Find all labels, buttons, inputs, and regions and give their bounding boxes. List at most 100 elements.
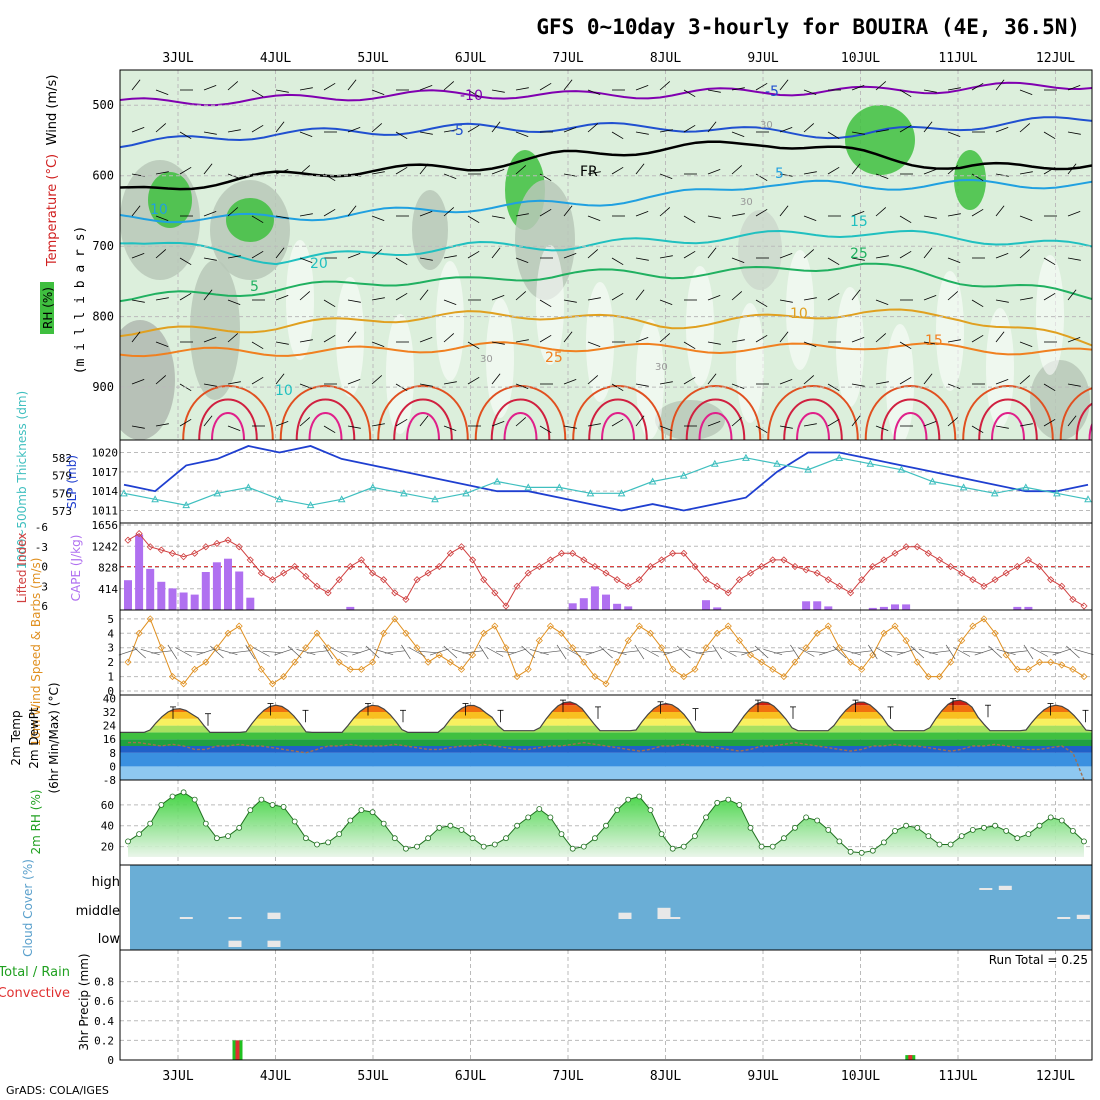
thickness-tick: 579 <box>52 470 72 483</box>
wind-barb <box>395 131 408 140</box>
top-day-label: 4JUL <box>260 51 291 66</box>
cape-bar <box>157 581 166 610</box>
wind-speed-point <box>735 636 743 645</box>
wind-barb <box>275 89 289 93</box>
surface-wind-barb <box>564 647 582 657</box>
rh-point <box>692 833 698 839</box>
rh-point <box>547 814 554 821</box>
rh-point <box>925 833 932 839</box>
surface-wind-barb <box>685 648 705 656</box>
rh-point <box>580 843 587 850</box>
surface-wind-barb <box>996 648 1016 656</box>
li-point <box>858 576 866 584</box>
precip-tick: 0.6 <box>94 995 114 1008</box>
cape-bar <box>246 597 255 610</box>
warm-contour <box>572 385 664 440</box>
li-tick: 6 <box>41 600 48 613</box>
li-point <box>402 595 410 603</box>
wind-barb <box>395 418 408 427</box>
wind-barb <box>683 215 696 224</box>
li-point <box>168 549 177 557</box>
li-point <box>1047 576 1055 584</box>
warm-contour <box>864 385 957 440</box>
wind-barb <box>323 82 336 91</box>
surface-wind-barb <box>729 650 750 654</box>
wind-barb <box>299 339 313 343</box>
wind-speed-point <box>935 673 944 681</box>
wind-barb <box>875 173 889 179</box>
surface-wind-barb <box>573 650 594 654</box>
warm-contour <box>588 398 648 440</box>
isotherm-line <box>120 308 1092 347</box>
wind-barb <box>155 375 167 385</box>
rh-point <box>414 843 420 850</box>
wind-barb <box>611 166 624 175</box>
rh-dry-patch <box>1036 255 1064 375</box>
thickness-point <box>306 501 315 509</box>
wind-speed-point <box>913 658 921 666</box>
wind-barb <box>1067 131 1081 135</box>
wind-speed-point <box>168 673 177 681</box>
wind-barb <box>731 417 743 427</box>
wind-barb <box>587 297 601 301</box>
rh-point <box>1047 814 1054 821</box>
surface-wind-barb <box>262 650 283 654</box>
top-day-label: 11JUL <box>938 51 977 66</box>
surface-wind-barb <box>352 648 371 656</box>
surface-wind-barb <box>140 648 160 656</box>
li-tick: -6 <box>35 521 48 534</box>
panel-bg <box>120 950 1092 1060</box>
li-point <box>624 582 632 590</box>
rh-point <box>514 822 520 829</box>
rh-point <box>191 796 198 803</box>
surface-wind-barb <box>663 648 683 656</box>
thickness-point <box>400 489 408 497</box>
wind-barb <box>827 166 840 175</box>
top-day-label: 10JUL <box>841 51 880 66</box>
warm-contour <box>685 398 746 440</box>
precip-tick: 0.4 <box>94 1015 114 1028</box>
wind-barb <box>491 89 505 93</box>
rh-point <box>1025 831 1032 837</box>
wind-barb <box>779 79 789 91</box>
run-total: Run Total = 0.25 <box>989 953 1088 967</box>
rh-shading <box>120 79 1092 440</box>
li-point <box>491 589 499 597</box>
wind-barb <box>203 163 213 175</box>
surface-wind-barb <box>754 645 769 659</box>
wind-barb <box>155 123 167 133</box>
wind-barb <box>971 173 984 182</box>
pressure-tick: 700 <box>92 239 114 253</box>
wind-barb <box>827 383 840 392</box>
thickness-point <box>928 477 937 485</box>
surface-wind-barb <box>452 648 471 656</box>
warm-contour <box>1088 422 1092 440</box>
rh-point <box>803 814 809 821</box>
surface-wind-barb <box>1007 650 1028 654</box>
rh-point <box>592 835 598 842</box>
wind-barb <box>947 417 959 427</box>
wind-barb <box>1067 337 1081 343</box>
li-point <box>947 562 955 571</box>
cloud-bar <box>667 917 681 919</box>
wind-speed-point <box>535 636 543 645</box>
li-point <box>469 556 477 564</box>
cape-bar <box>568 603 577 610</box>
wind-barb <box>635 163 645 175</box>
rh-point <box>536 806 543 812</box>
thickness-label: 1000~500mb Thickness (dm) <box>15 391 29 569</box>
wind-barb <box>419 257 433 261</box>
wind-speed-point <box>457 665 466 673</box>
li-point <box>724 589 732 597</box>
isotherm-label: 25 <box>545 350 563 366</box>
bottom-day-label: 9JUL <box>747 1069 778 1084</box>
li-point <box>280 569 288 577</box>
wind-barb <box>491 295 505 301</box>
wind-barb <box>347 127 361 133</box>
wind-barb <box>227 81 239 91</box>
surface-wind-barb <box>340 650 361 654</box>
li-point <box>702 576 710 584</box>
cape-bar <box>346 606 355 610</box>
surface-wind-barb <box>443 645 458 659</box>
